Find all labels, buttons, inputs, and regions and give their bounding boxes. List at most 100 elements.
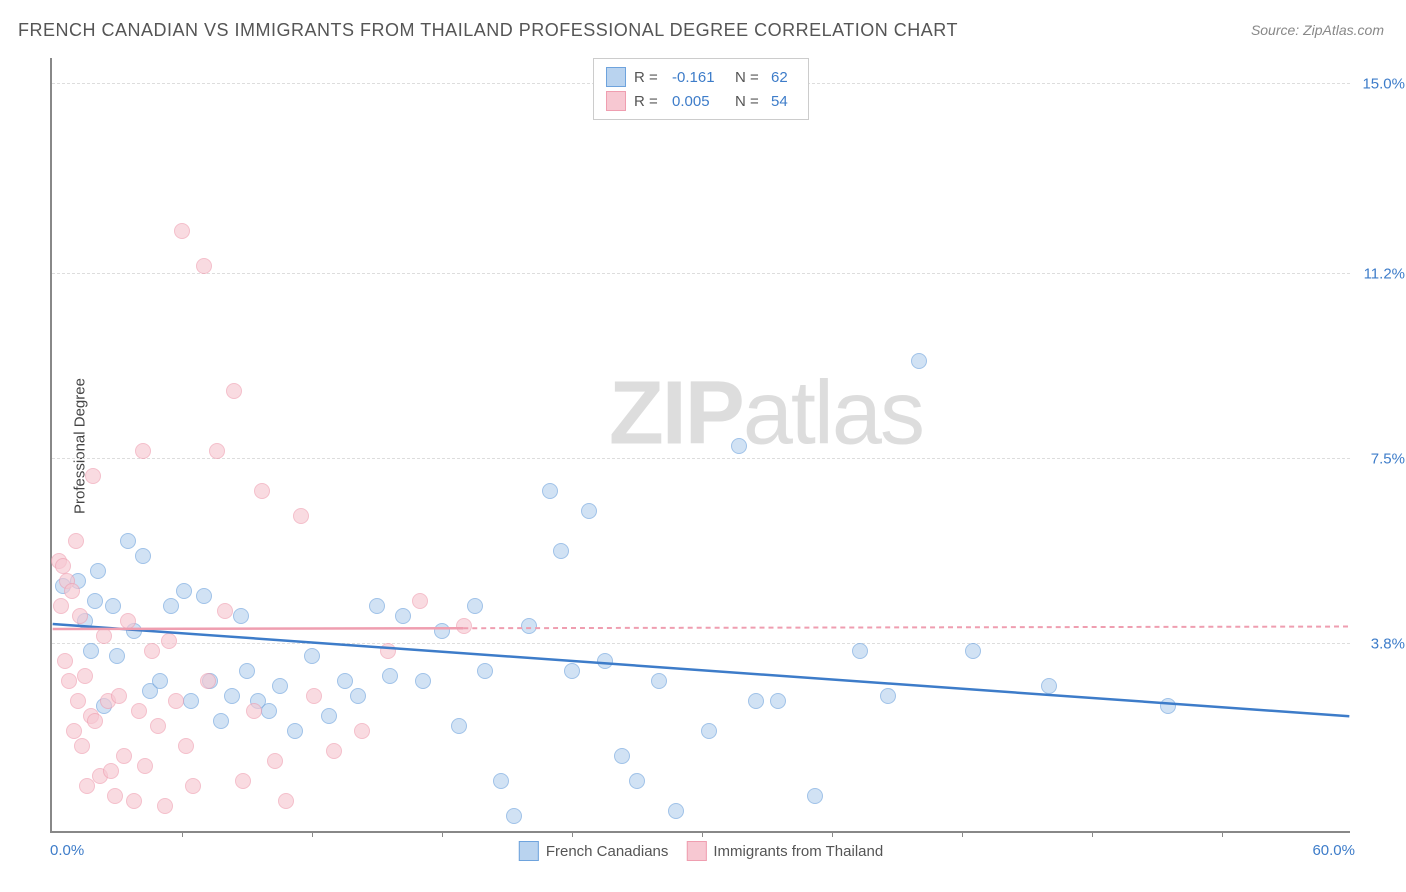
scatter-point <box>965 643 981 659</box>
r-label: R = <box>634 93 664 110</box>
scatter-point <box>150 718 166 734</box>
scatter-point <box>807 788 823 804</box>
scatter-point <box>506 808 522 824</box>
scatter-point <box>66 723 82 739</box>
scatter-point <box>131 703 147 719</box>
scatter-point <box>852 643 868 659</box>
scatter-point <box>70 693 86 709</box>
scatter-point <box>1160 698 1176 714</box>
scatter-point <box>434 623 450 639</box>
scatter-point <box>126 793 142 809</box>
scatter-points-layer <box>52 58 1350 831</box>
x-tick-mark <box>312 831 313 837</box>
scatter-point <box>278 793 294 809</box>
scatter-point <box>493 773 509 789</box>
legend-label-2: Immigrants from Thailand <box>713 843 883 860</box>
scatter-point <box>395 608 411 624</box>
y-tick-label: 7.5% <box>1371 451 1405 468</box>
scatter-point <box>68 533 84 549</box>
x-tick-mark <box>182 831 183 837</box>
scatter-point <box>597 653 613 669</box>
legend-swatch-pink <box>686 841 706 861</box>
scatter-point <box>157 798 173 814</box>
r-value-1: -0.161 <box>672 69 727 86</box>
scatter-point <box>105 598 121 614</box>
scatter-point <box>542 483 558 499</box>
legend-item-1: French Canadians <box>519 841 669 861</box>
scatter-point <box>380 643 396 659</box>
scatter-point <box>321 708 337 724</box>
scatter-point <box>96 628 112 644</box>
legend-label-1: French Canadians <box>546 843 669 860</box>
scatter-point <box>144 643 160 659</box>
scatter-point <box>224 688 240 704</box>
legend-swatch-blue <box>519 841 539 861</box>
scatter-point <box>185 778 201 794</box>
scatter-point <box>109 648 125 664</box>
scatter-point <box>111 688 127 704</box>
scatter-point <box>261 703 277 719</box>
scatter-point <box>880 688 896 704</box>
scatter-point <box>87 593 103 609</box>
scatter-point <box>135 443 151 459</box>
legend-series: French Canadians Immigrants from Thailan… <box>519 841 883 861</box>
scatter-point <box>213 713 229 729</box>
y-tick-label: 15.0% <box>1362 76 1405 93</box>
legend-stats-row-1: R = -0.161 N = 62 <box>606 65 796 89</box>
scatter-point <box>614 748 630 764</box>
scatter-point <box>200 673 216 689</box>
scatter-point <box>168 693 184 709</box>
scatter-point <box>581 503 597 519</box>
scatter-point <box>178 738 194 754</box>
legend-swatch-blue <box>606 67 626 87</box>
x-axis-max-label: 60.0% <box>1312 842 1355 859</box>
scatter-point <box>629 773 645 789</box>
scatter-point <box>415 673 431 689</box>
scatter-point <box>74 738 90 754</box>
scatter-point <box>239 663 255 679</box>
scatter-point <box>77 668 93 684</box>
scatter-point <box>326 743 342 759</box>
scatter-point <box>412 593 428 609</box>
scatter-point <box>651 673 667 689</box>
scatter-point <box>267 753 283 769</box>
legend-swatch-pink <box>606 91 626 111</box>
scatter-point <box>209 443 225 459</box>
scatter-point <box>382 668 398 684</box>
scatter-point <box>337 673 353 689</box>
y-tick-label: 3.8% <box>1371 636 1405 653</box>
scatter-point <box>183 693 199 709</box>
scatter-point <box>467 598 483 614</box>
y-tick-label: 11.2% <box>1364 266 1405 283</box>
legend-stats-row-2: R = 0.005 N = 54 <box>606 89 796 113</box>
legend-item-2: Immigrants from Thailand <box>686 841 883 861</box>
scatter-point <box>235 773 251 789</box>
scatter-point <box>217 603 233 619</box>
scatter-point <box>564 663 580 679</box>
x-tick-mark <box>572 831 573 837</box>
n-label: N = <box>735 69 763 86</box>
scatter-point <box>61 673 77 689</box>
scatter-point <box>350 688 366 704</box>
scatter-point <box>72 608 88 624</box>
scatter-point <box>103 763 119 779</box>
scatter-point <box>246 703 262 719</box>
scatter-point <box>254 483 270 499</box>
scatter-point <box>770 693 786 709</box>
scatter-point <box>369 598 385 614</box>
scatter-point <box>553 543 569 559</box>
scatter-point <box>456 618 472 634</box>
scatter-point <box>64 583 80 599</box>
scatter-point <box>354 723 370 739</box>
scatter-point <box>161 633 177 649</box>
scatter-point <box>701 723 717 739</box>
scatter-point <box>451 718 467 734</box>
scatter-point <box>55 558 71 574</box>
scatter-point <box>176 583 192 599</box>
x-tick-mark <box>1222 831 1223 837</box>
scatter-point <box>668 803 684 819</box>
x-tick-mark <box>832 831 833 837</box>
scatter-point <box>226 383 242 399</box>
scatter-point <box>306 688 322 704</box>
x-tick-mark <box>702 831 703 837</box>
